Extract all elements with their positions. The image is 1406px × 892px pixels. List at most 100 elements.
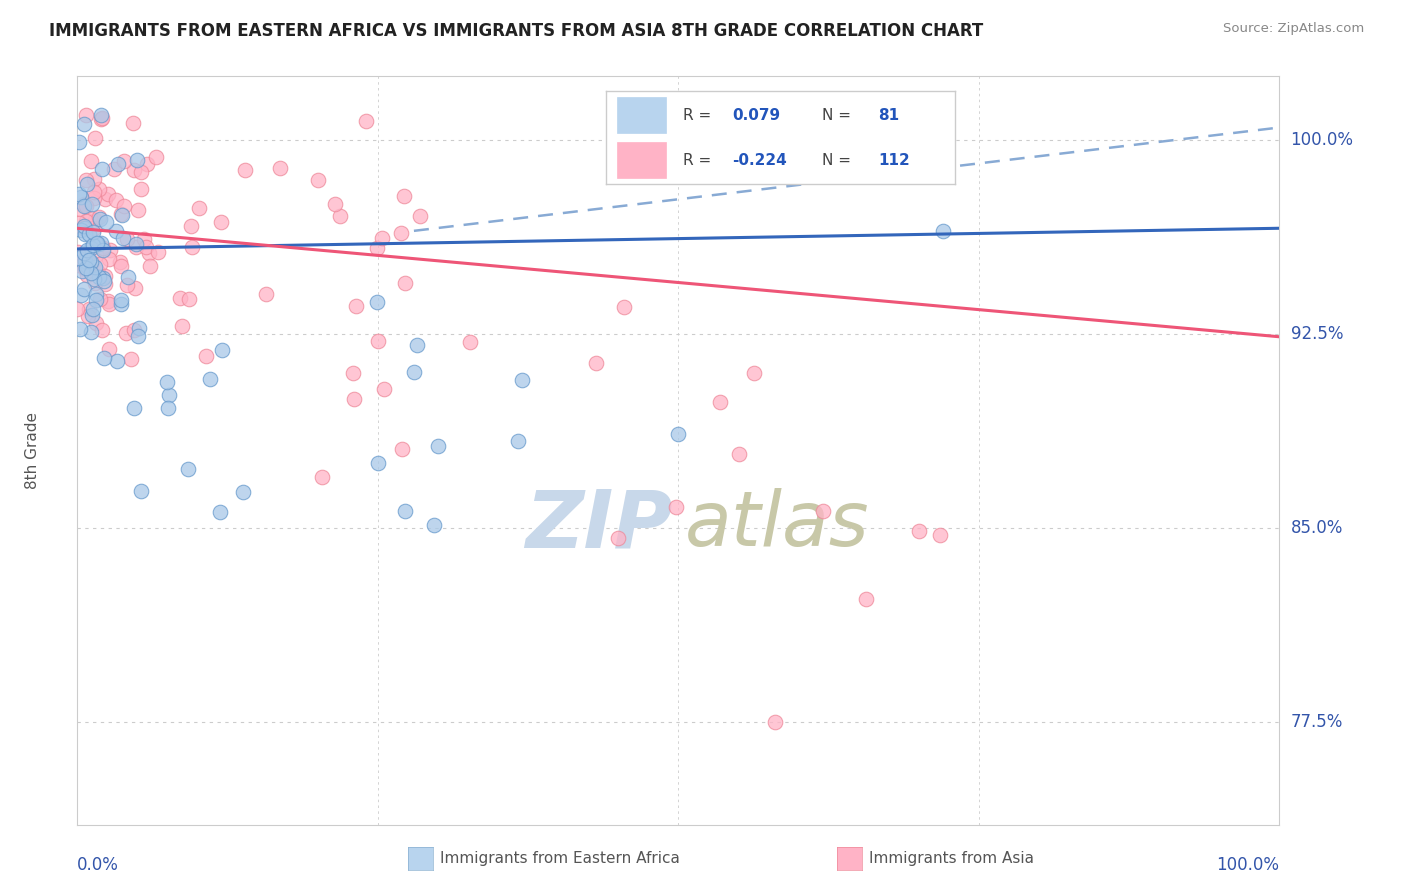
Point [311, 470, 333, 484]
Point [76, 244, 98, 258]
Point [389, 226, 412, 240]
Point [668, 427, 690, 442]
Point [112, 199, 135, 213]
Point [93, 274, 115, 288]
Point [110, 259, 132, 273]
Point [94, 192, 117, 206]
Point [73, 196, 96, 211]
Point [391, 442, 413, 456]
Point [87, 265, 110, 279]
Point [70, 190, 93, 204]
Point [373, 382, 395, 396]
Point [307, 173, 329, 187]
Point [70, 264, 93, 278]
Point [73, 246, 96, 260]
Point [73, 219, 96, 233]
Point [122, 163, 145, 178]
Point [120, 352, 142, 367]
Point [69, 322, 91, 336]
Point [96, 187, 118, 202]
Point [97, 252, 120, 266]
Point [198, 372, 221, 386]
Point [86, 235, 108, 250]
Point [402, 365, 425, 379]
Point [117, 232, 139, 246]
Point [131, 165, 153, 179]
Point [138, 246, 160, 260]
Point [129, 484, 152, 499]
Point [67, 186, 90, 201]
Point [80, 154, 103, 169]
Point [367, 456, 389, 470]
Point [394, 276, 416, 290]
Point [77, 252, 100, 267]
Point [122, 401, 145, 416]
Point [75, 173, 97, 187]
Point [70, 288, 93, 302]
Point [117, 269, 139, 284]
Point [211, 343, 233, 357]
Point [105, 354, 128, 368]
Point [84, 130, 107, 145]
Point [69, 202, 91, 216]
Point [75, 254, 97, 268]
Point [135, 240, 157, 254]
Point [97, 343, 120, 357]
Point [67, 135, 90, 149]
Point [75, 107, 97, 121]
Point [77, 301, 100, 316]
Point [233, 162, 256, 177]
Point [80, 325, 103, 339]
Point [392, 188, 415, 202]
Point [79, 241, 101, 255]
Point [366, 294, 388, 309]
Point [82, 225, 104, 239]
Text: ZIP: ZIP [524, 486, 672, 565]
Point [86, 236, 108, 251]
Point [110, 297, 132, 311]
Point [342, 366, 364, 380]
Point [811, 504, 834, 518]
Point [75, 221, 97, 235]
Point [157, 401, 180, 415]
Point [665, 500, 688, 515]
Point [208, 505, 231, 519]
Point [107, 157, 129, 171]
Point [91, 271, 114, 285]
Point [506, 434, 529, 448]
Point [103, 162, 125, 177]
Point [83, 172, 105, 186]
Point [76, 268, 98, 282]
Point [121, 115, 143, 129]
Point [70, 223, 93, 237]
Point [138, 259, 160, 273]
Text: Immigrants from Eastern Africa: Immigrants from Eastern Africa [440, 851, 681, 866]
Point [209, 215, 232, 229]
Point [80, 196, 103, 211]
Point [91, 111, 114, 125]
Point [75, 261, 97, 276]
Point [76, 177, 98, 191]
Point [394, 503, 416, 517]
Point [325, 197, 347, 211]
Point [125, 240, 148, 254]
Point [87, 236, 110, 251]
Point [269, 161, 291, 175]
Point [83, 191, 105, 205]
Point [89, 293, 111, 307]
Text: 0.0%: 0.0% [77, 855, 120, 873]
Point [408, 209, 430, 223]
Point [427, 439, 450, 453]
Point [129, 182, 152, 196]
Point [329, 209, 352, 223]
Text: 92.5%: 92.5% [1291, 326, 1343, 343]
Point [72, 282, 94, 296]
Point [232, 485, 254, 500]
Point [75, 199, 97, 213]
Point [354, 114, 377, 128]
Point [125, 153, 148, 167]
Point [607, 531, 630, 545]
Point [254, 286, 277, 301]
Text: Source: ZipAtlas.com: Source: ZipAtlas.com [1223, 22, 1364, 36]
Point [94, 214, 117, 228]
